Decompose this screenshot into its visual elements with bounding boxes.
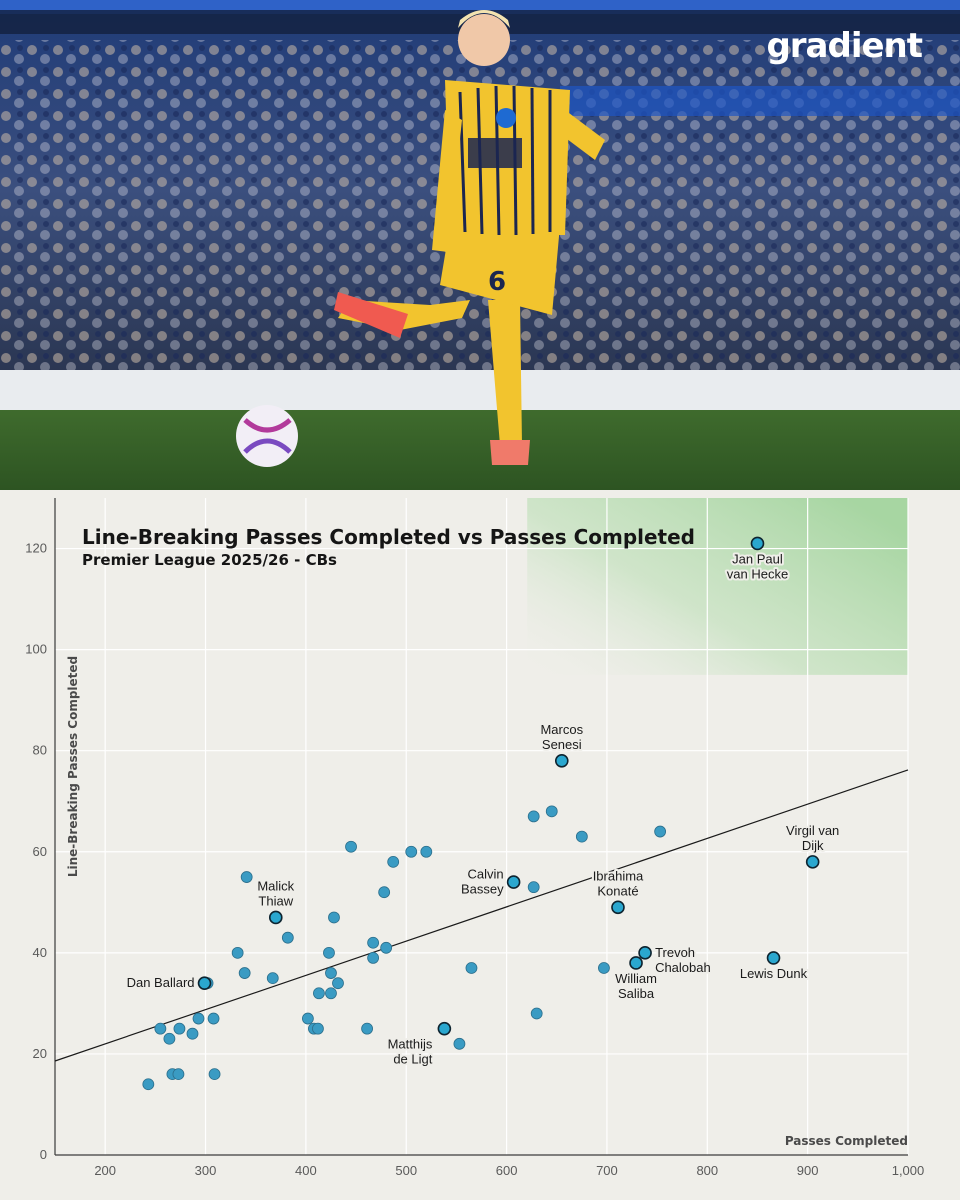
scatter-chart: Jan Paul van Hecke Marcos Senesi Virgil van D…	[25, 498, 925, 1178]
y-tick-label: 80	[33, 743, 47, 758]
point-label: Matthijs de Ligt	[388, 1037, 433, 1067]
data-point	[313, 987, 325, 1000]
highlight-point	[197, 976, 212, 990]
data-point	[465, 962, 478, 974]
data-point	[345, 840, 357, 853]
player-photo: 6 gradient	[0, 0, 960, 490]
player-figure: 6	[334, 10, 605, 465]
data-point	[575, 830, 588, 843]
data-point	[654, 825, 667, 838]
data-point	[172, 1068, 185, 1081]
x-tick-label: 600	[496, 1163, 518, 1178]
highlight-point	[629, 956, 643, 970]
chart-subtitle: Premier League 2025/26 - CBs	[82, 551, 337, 569]
data-point	[301, 1012, 314, 1025]
x-tick-label: 800	[696, 1163, 718, 1178]
point-label: Ibrahima Konaté	[593, 868, 644, 898]
y-tick-label: 20	[33, 1046, 47, 1061]
highlight-point	[766, 951, 781, 965]
data-point	[323, 946, 335, 959]
data-point	[207, 1012, 220, 1025]
x-axis-title: Passes Completed	[785, 1134, 908, 1148]
x-tick-label: 500	[395, 1163, 417, 1178]
highlight-point	[611, 900, 625, 915]
data-point	[325, 967, 337, 979]
brand-logo: gradient	[766, 26, 923, 66]
data-point	[378, 886, 391, 899]
highlight-point	[750, 536, 765, 551]
y-tick-label: 60	[33, 844, 47, 859]
x-tick-label: 200	[94, 1163, 116, 1178]
point-label: Dan Ballard	[127, 975, 195, 990]
data-point	[240, 871, 253, 883]
highlight-point	[638, 946, 652, 960]
highlight-point	[554, 753, 569, 768]
y-tick-label: 120	[25, 541, 47, 556]
highlight-point	[437, 1021, 452, 1036]
data-point	[238, 967, 251, 979]
point-label: Marcos Senesi	[540, 722, 583, 752]
x-tick-label: 900	[797, 1163, 819, 1178]
point-label: William Saliba	[615, 971, 657, 1001]
data-point	[420, 845, 433, 858]
data-point	[325, 987, 337, 1000]
chart-panel: Jan Paul van Hecke Marcos Senesi Virgil van D…	[0, 490, 960, 1200]
data-point	[312, 1022, 324, 1035]
x-tick-label: 1,000	[892, 1163, 925, 1178]
data-point	[142, 1078, 155, 1091]
svg-text:6: 6	[488, 267, 506, 297]
data-point	[281, 931, 294, 944]
y-tick-label: 0	[40, 1147, 47, 1162]
data-point	[328, 911, 340, 924]
y-axis-title: Line-Breaking Passes Completed	[66, 656, 80, 877]
chart-title: Line-Breaking Passes Completed vs Passes…	[82, 525, 695, 549]
point-label: Lewis Dunk	[740, 966, 808, 981]
point-label: Malick Thiaw	[257, 878, 294, 908]
data-point	[231, 946, 244, 959]
point-label: Virgil van Dijk	[786, 823, 839, 853]
highlight-zone	[527, 498, 908, 675]
point-label: Jan Paul van Hecke	[727, 551, 788, 581]
highlight-point	[268, 910, 283, 925]
data-point	[192, 1012, 205, 1025]
data-point	[545, 805, 558, 818]
y-tick-label: 100	[25, 642, 47, 657]
data-point	[380, 941, 393, 954]
trend-line	[54, 769, 909, 1062]
x-tick-label: 400	[295, 1163, 317, 1178]
data-point	[367, 951, 380, 964]
data-point	[208, 1068, 221, 1081]
football-player-photo: 6	[0, 0, 960, 490]
y-tick-label: 40	[33, 945, 47, 960]
data-point	[387, 855, 400, 868]
data-point	[530, 1007, 543, 1020]
highlight-point	[805, 855, 820, 869]
data-point	[453, 1037, 466, 1050]
point-label: Trevoh Chalobah	[655, 945, 711, 975]
data-point	[154, 1022, 167, 1035]
x-tick-label: 300	[195, 1163, 217, 1178]
data-point	[361, 1022, 373, 1035]
x-tick-label: 700	[596, 1163, 618, 1178]
point-label: Calvin Bassey	[461, 867, 504, 897]
data-point	[163, 1032, 176, 1045]
data-point	[173, 1022, 186, 1035]
highlight-point	[506, 875, 521, 889]
data-point	[332, 977, 344, 990]
data-point	[367, 936, 380, 949]
data-point	[598, 962, 610, 974]
data-point	[266, 972, 279, 985]
data-point	[527, 810, 540, 823]
data-point	[405, 845, 418, 858]
data-point	[186, 1027, 199, 1040]
ball-icon	[236, 405, 298, 467]
data-point	[527, 881, 540, 894]
